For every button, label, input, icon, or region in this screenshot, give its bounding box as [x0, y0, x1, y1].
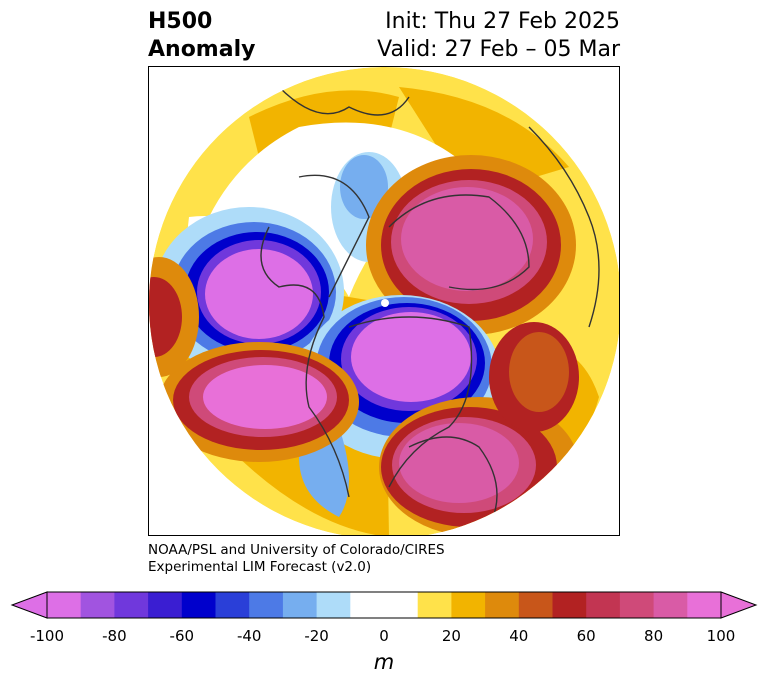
title-type: Anomaly [148, 37, 256, 62]
colorbar-tick-label: -80 [102, 627, 127, 645]
colorbar-tick-label: 80 [644, 627, 664, 645]
colorbar [0, 588, 768, 628]
colorbar-segment [282, 592, 318, 618]
colorbar-segment [417, 592, 452, 618]
colorbar-segment [687, 592, 722, 618]
colorbar-graphic [10, 591, 758, 619]
colorbar-tick-label: -60 [169, 627, 195, 645]
title-variable: H500 [148, 9, 213, 34]
colorbar-frame [46, 591, 722, 619]
colorbar-tick-label: -40 [236, 627, 262, 645]
anomaly-map [148, 66, 620, 536]
colorbar-extend-min [10, 591, 48, 619]
polar-projection-map [149, 67, 619, 535]
colorbar-segment [619, 592, 655, 618]
colorbar-segment [518, 592, 553, 618]
colorbar-tick-label: 40 [509, 627, 529, 645]
colorbar-segment [249, 592, 284, 618]
colorbar-segment [586, 592, 621, 618]
colorbar-segment [181, 592, 216, 618]
map-title: H500 Anomaly [148, 8, 255, 64]
colorbar-segment [653, 592, 688, 618]
colorbar-tick-label: 100 [706, 627, 736, 645]
credit-line2: Experimental LIM Forecast (v2.0) [148, 559, 372, 575]
forecast-dates: Init: Thu 27 Feb 2025 Valid: 27 Feb – 05… [377, 8, 620, 64]
colorbar-tick-label: 20 [441, 627, 461, 645]
colorbar-segment [485, 592, 520, 618]
colorbar-segment [552, 592, 587, 618]
colorbar-tick-label: -20 [304, 627, 329, 645]
colorbar-segment [384, 592, 419, 618]
colorbar-segment [80, 592, 115, 618]
colorbar-tick-label: 0 [379, 627, 389, 645]
colorbar-tick-label: -100 [29, 627, 65, 645]
colorbar-segment [316, 592, 351, 618]
colorbar-segment [47, 592, 82, 618]
colorbar-segment [451, 592, 486, 618]
colorbar-segment [148, 592, 183, 618]
colorbar-segment [350, 592, 385, 618]
north-pole-marker [381, 299, 389, 307]
colorbar-unit-label: m [373, 650, 395, 674]
valid-dates: Valid: 27 Feb – 05 Mar [377, 37, 620, 62]
colorbar-segment [215, 592, 250, 618]
credit-line1: NOAA/PSL and University of Colorado/CIRE… [148, 542, 445, 558]
init-date: Init: Thu 27 Feb 2025 [385, 9, 620, 34]
colorbar-extend-max [720, 591, 758, 619]
colorbar-tick-label: 60 [576, 627, 596, 645]
colorbar-segment [114, 592, 149, 618]
credit: NOAA/PSL and University of Colorado/CIRE… [148, 542, 445, 576]
